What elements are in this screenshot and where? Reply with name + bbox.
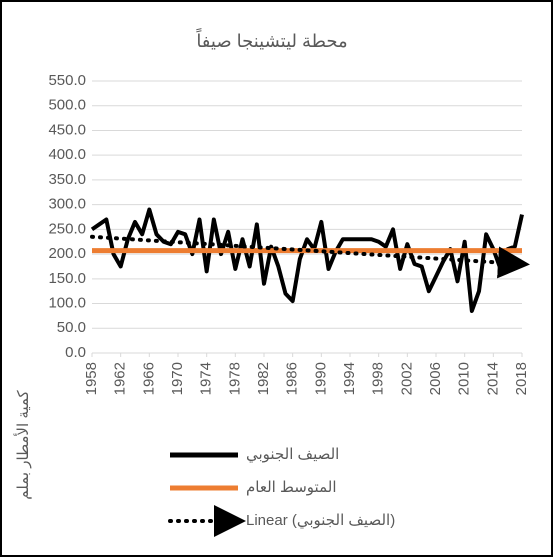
chart-title: محطة ليتشينجا صيفاً xyxy=(195,28,347,51)
x-tick-label: 1978 xyxy=(226,362,243,395)
y-tick-label: 100.0 xyxy=(48,295,86,312)
y-tick-label: 350.0 xyxy=(48,171,86,188)
x-tick-label: 2014 xyxy=(484,362,501,395)
legend-label: المتوسط العام xyxy=(246,479,337,496)
y-tick-label: 450.0 xyxy=(48,121,86,138)
y-tick-label: 500.0 xyxy=(48,97,86,114)
x-tick-label: 1998 xyxy=(370,362,387,395)
y-tick-label: 50.0 xyxy=(57,319,86,336)
y-tick-label: 0.0 xyxy=(65,344,86,361)
x-tick-label: 1982 xyxy=(255,362,272,395)
x-tick-label: 1986 xyxy=(284,362,301,395)
x-tick-label: 2010 xyxy=(456,362,473,395)
y-tick-label: 400.0 xyxy=(48,146,86,163)
y-tick-label: 250.0 xyxy=(48,220,86,237)
legend-label: Linear (الصيف الجنوبي) xyxy=(246,512,395,530)
x-tick-label: 2006 xyxy=(427,362,444,395)
x-tick-label: 1974 xyxy=(198,362,215,395)
x-tick-label: 1970 xyxy=(169,362,186,395)
x-tick-label: 1990 xyxy=(312,362,329,395)
x-tick-label: 1958 xyxy=(83,362,100,395)
series-line xyxy=(90,234,530,279)
x-tick-label: 1994 xyxy=(341,362,358,395)
legend-label: الصيف الجنوبي xyxy=(246,446,339,464)
x-tick-label: 1966 xyxy=(140,362,157,395)
y-tick-label: 200.0 xyxy=(48,245,86,262)
y-tick-label: 550.0 xyxy=(48,72,86,89)
y-tick-label: 150.0 xyxy=(48,270,86,287)
x-tick-label: 2002 xyxy=(398,362,415,395)
y-axis-label: كمية الأمطار بملم xyxy=(13,389,32,499)
y-tick-label: 300.0 xyxy=(48,196,86,213)
x-tick-label: 1962 xyxy=(112,362,129,395)
x-tick-label: 2018 xyxy=(513,362,530,395)
